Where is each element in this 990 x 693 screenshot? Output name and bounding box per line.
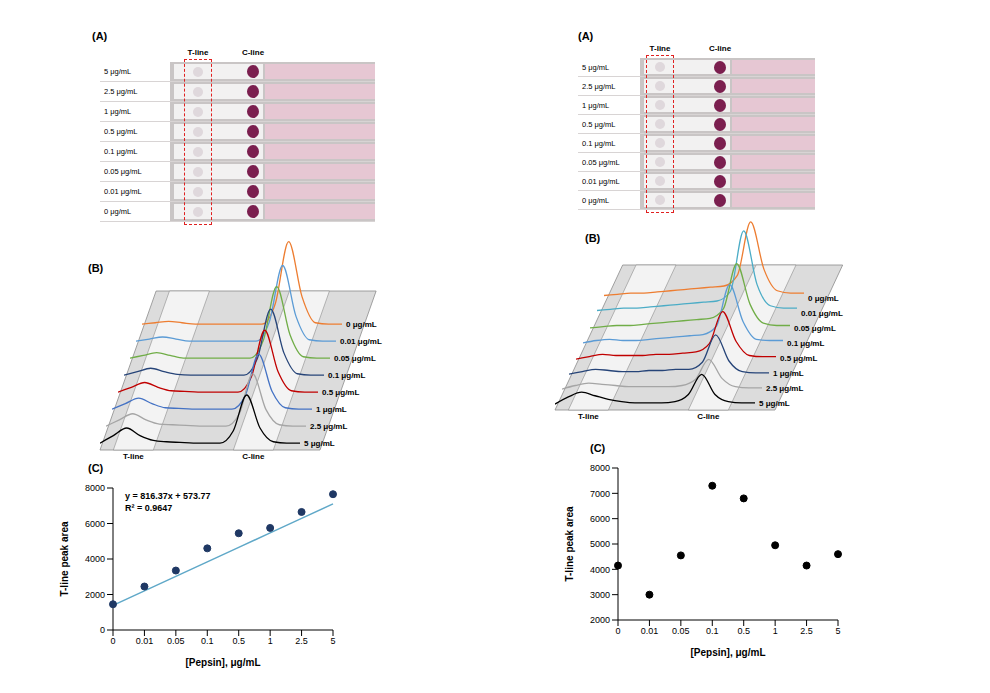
svg-text:T-line peak area: T-line peak area bbox=[59, 521, 70, 596]
svg-text:1: 1 bbox=[268, 636, 273, 646]
html-text:0.05 μg/mL: 0.05 μg/mL bbox=[794, 324, 836, 333]
html-text:0.05 μg/mL: 0.05 μg/mL bbox=[104, 167, 142, 176]
svg-text:1: 1 bbox=[773, 626, 778, 636]
html-text:0.01 μg/mL: 0.01 μg/mL bbox=[340, 337, 382, 346]
svg-text:0.01: 0.01 bbox=[641, 626, 659, 636]
html-text:2.5 μg/mL: 2.5 μg/mL bbox=[310, 422, 348, 431]
html-text:(B): (B) bbox=[88, 262, 104, 274]
html-text:C-line: C-line bbox=[708, 44, 732, 53]
html-text:1 μg/mL: 1 μg/mL bbox=[773, 369, 804, 378]
svg-text:0.05: 0.05 bbox=[672, 626, 690, 636]
html-text:0.1 μg/mL: 0.1 μg/mL bbox=[104, 147, 138, 156]
svg-text:5: 5 bbox=[330, 636, 335, 646]
html-text:0.1 μg/mL: 0.1 μg/mL bbox=[787, 339, 825, 348]
html-text:5 μg/mL: 5 μg/mL bbox=[582, 62, 610, 72]
svg-text:0.5: 0.5 bbox=[737, 626, 750, 636]
svg-text:5000: 5000 bbox=[590, 539, 610, 549]
html-text:0.5 μg/mL: 0.5 μg/mL bbox=[780, 354, 818, 363]
svg-text:4000: 4000 bbox=[590, 565, 610, 575]
html-text:0.05 μg/mL: 0.05 μg/mL bbox=[334, 354, 376, 363]
html-text:0 μg/mL: 0 μg/mL bbox=[104, 207, 132, 216]
html-text:T-line: T-line bbox=[187, 48, 209, 57]
html-text:2.5 μg/mL: 2.5 μg/mL bbox=[582, 81, 616, 91]
html-text:(A): (A) bbox=[578, 30, 594, 42]
html-text:(C): (C) bbox=[88, 462, 104, 474]
html-text:2.5 μg/mL: 2.5 μg/mL bbox=[766, 384, 804, 393]
svg-text:0.1: 0.1 bbox=[706, 626, 719, 636]
html-text:C-line: C-line bbox=[241, 48, 265, 57]
html-text:0.1 μg/mL: 0.1 μg/mL bbox=[582, 138, 616, 148]
svg-text:6000: 6000 bbox=[85, 519, 105, 529]
html-text:1 μg/mL: 1 μg/mL bbox=[582, 100, 610, 110]
html-text:R² = 0.9647: R² = 0.9647 bbox=[125, 503, 173, 513]
svg-text:2.5: 2.5 bbox=[800, 626, 813, 636]
svg-text:8000: 8000 bbox=[85, 483, 105, 493]
svg-text:4000: 4000 bbox=[85, 554, 105, 564]
html-text:(A): (A) bbox=[92, 30, 108, 42]
html-text:0.1 μg/mL: 0.1 μg/mL bbox=[328, 371, 366, 380]
html-text:0 μg/mL: 0 μg/mL bbox=[346, 320, 377, 329]
html-text:0.01 μg/mL: 0.01 μg/mL bbox=[104, 187, 142, 196]
html-text:(B): (B) bbox=[585, 232, 601, 244]
svg-text:0.5: 0.5 bbox=[232, 636, 245, 646]
svg-text:[Pepsin], μg/mL: [Pepsin], μg/mL bbox=[690, 647, 765, 658]
html-text:0.01 μg/mL: 0.01 μg/mL bbox=[801, 309, 843, 318]
svg-text:3000: 3000 bbox=[590, 590, 610, 600]
svg-text:6000: 6000 bbox=[590, 514, 610, 524]
html-text:T-line: T-line bbox=[577, 412, 599, 421]
html-text:T-line: T-line bbox=[122, 452, 144, 461]
html-text:y = 816.37x + 573.77: y = 816.37x + 573.77 bbox=[125, 491, 211, 501]
svg-text:[Pepsin], μg/mL: [Pepsin], μg/mL bbox=[185, 657, 260, 668]
html-text:C-line: C-line bbox=[242, 452, 265, 461]
html-text:0.01 μg/mL: 0.01 μg/mL bbox=[582, 176, 620, 186]
svg-text:2.5: 2.5 bbox=[295, 636, 308, 646]
html-text:(C): (C) bbox=[590, 442, 606, 454]
html-text:0 μg/mL: 0 μg/mL bbox=[808, 294, 839, 303]
html-text:0.5 μg/mL: 0.5 μg/mL bbox=[104, 127, 138, 136]
svg-text:5: 5 bbox=[835, 626, 840, 636]
svg-text:7000: 7000 bbox=[590, 489, 610, 499]
html-text:5 μg/mL: 5 μg/mL bbox=[304, 439, 335, 448]
svg-text:0.05: 0.05 bbox=[167, 636, 185, 646]
svg-text:T-line peak area: T-line peak area bbox=[564, 506, 575, 581]
html-text:0.5 μg/mL: 0.5 μg/mL bbox=[322, 388, 360, 397]
html-text:5 μg/mL: 5 μg/mL bbox=[104, 67, 132, 76]
svg-text:0: 0 bbox=[110, 636, 115, 646]
html-text:0.5 μg/mL: 0.5 μg/mL bbox=[582, 119, 616, 129]
svg-text:0: 0 bbox=[100, 625, 105, 635]
html-text:5 μg/mL: 5 μg/mL bbox=[759, 399, 790, 408]
html-text:C-line: C-line bbox=[697, 412, 720, 421]
html-text:1 μg/mL: 1 μg/mL bbox=[104, 107, 132, 116]
html-text:1 μg/mL: 1 μg/mL bbox=[316, 405, 347, 414]
svg-text:0: 0 bbox=[615, 626, 620, 636]
svg-text:2000: 2000 bbox=[590, 615, 610, 625]
html-text:0 μg/mL: 0 μg/mL bbox=[582, 195, 610, 205]
html-text:0.05 μg/mL: 0.05 μg/mL bbox=[582, 157, 620, 167]
svg-text:2000: 2000 bbox=[85, 590, 105, 600]
html-text:T-line: T-line bbox=[649, 44, 671, 53]
svg-text:0.01: 0.01 bbox=[136, 636, 154, 646]
svg-text:0.1: 0.1 bbox=[201, 636, 214, 646]
svg-text:8000: 8000 bbox=[590, 463, 610, 473]
html-text:2.5 μg/mL: 2.5 μg/mL bbox=[104, 87, 138, 96]
